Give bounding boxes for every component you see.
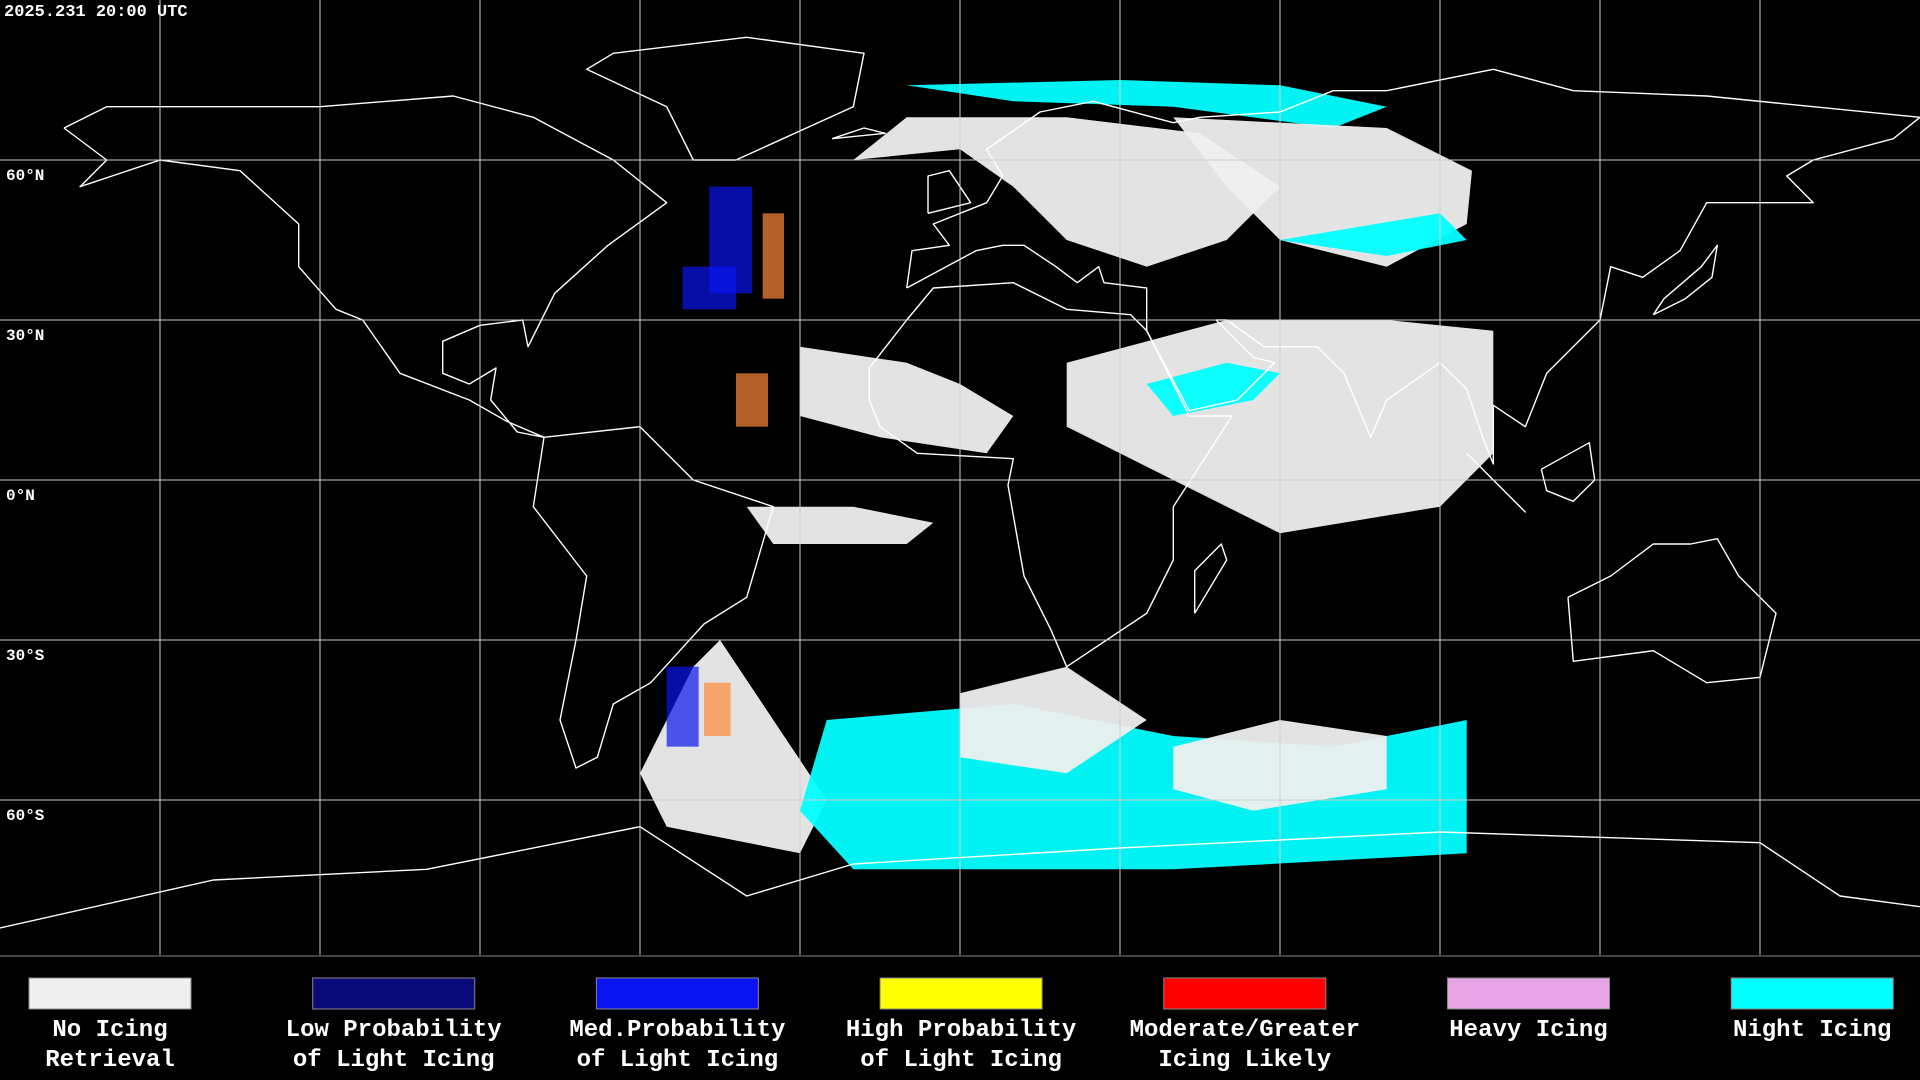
graticule: 60°N 30°N 0°N 30°S 60°S bbox=[0, 0, 1920, 955]
coastline bbox=[532, 426, 774, 769]
icing-speckle bbox=[762, 213, 784, 299]
cloud-region bbox=[960, 666, 1147, 774]
legend-label: No Icing bbox=[52, 1017, 167, 1044]
coastline bbox=[0, 826, 1920, 929]
coastline bbox=[1466, 452, 1527, 513]
latitude-label: 60°S bbox=[6, 807, 45, 825]
cloud-region bbox=[853, 117, 1280, 267]
coastline bbox=[831, 127, 886, 140]
legend-label: Med.Probability bbox=[569, 1017, 785, 1044]
icing-speckle bbox=[704, 682, 731, 736]
legend-label: of Light Icing bbox=[860, 1047, 1062, 1074]
legend-label: Night Icing bbox=[1733, 1017, 1891, 1044]
legend-swatch bbox=[28, 977, 192, 1010]
legend: No Icing Retrieval Low Probability of Light… bbox=[28, 977, 1894, 1074]
legend-swatch bbox=[879, 977, 1043, 1010]
latitude-label: 30°N bbox=[6, 327, 44, 345]
legend-label: Heavy Icing bbox=[1449, 1017, 1607, 1044]
legend-swatch bbox=[1163, 977, 1327, 1010]
coastline bbox=[1652, 244, 1719, 316]
legend-label: Retrieval bbox=[45, 1047, 175, 1074]
coastline bbox=[63, 95, 668, 438]
coastline bbox=[1567, 538, 1777, 684]
icing-speckle bbox=[666, 666, 699, 747]
cloud-region bbox=[1280, 213, 1467, 256]
cloud-region bbox=[746, 506, 934, 544]
latitude-label: 0°N bbox=[6, 487, 35, 505]
latitude-label: 60°N bbox=[6, 167, 44, 185]
coastlines bbox=[0, 36, 1920, 929]
cloud-region bbox=[1146, 362, 1280, 416]
legend-label: of Light Icing bbox=[293, 1047, 495, 1074]
latitude-label: 30°S bbox=[6, 647, 45, 665]
coastline bbox=[1540, 442, 1596, 502]
icing-speckle bbox=[682, 266, 736, 310]
legend-swatch bbox=[1730, 977, 1894, 1010]
legend-label: Low Probability bbox=[286, 1017, 502, 1044]
legend-label: Icing Likely bbox=[1158, 1047, 1331, 1074]
coastline bbox=[927, 169, 972, 214]
timestamp: 2025.231 20:00 UTC bbox=[4, 3, 188, 22]
legend-swatch bbox=[595, 977, 759, 1010]
legend-label: Moderate/Greater bbox=[1130, 1017, 1360, 1044]
icing-speckle bbox=[736, 373, 768, 427]
coastline bbox=[1193, 543, 1228, 614]
cloud-region bbox=[906, 80, 1387, 128]
legend-swatch bbox=[1447, 977, 1610, 1010]
legend-label: of Light Icing bbox=[577, 1047, 779, 1074]
legend-label: High Probability bbox=[846, 1017, 1076, 1044]
legend-swatch bbox=[312, 977, 476, 1010]
coastline bbox=[906, 68, 1920, 465]
